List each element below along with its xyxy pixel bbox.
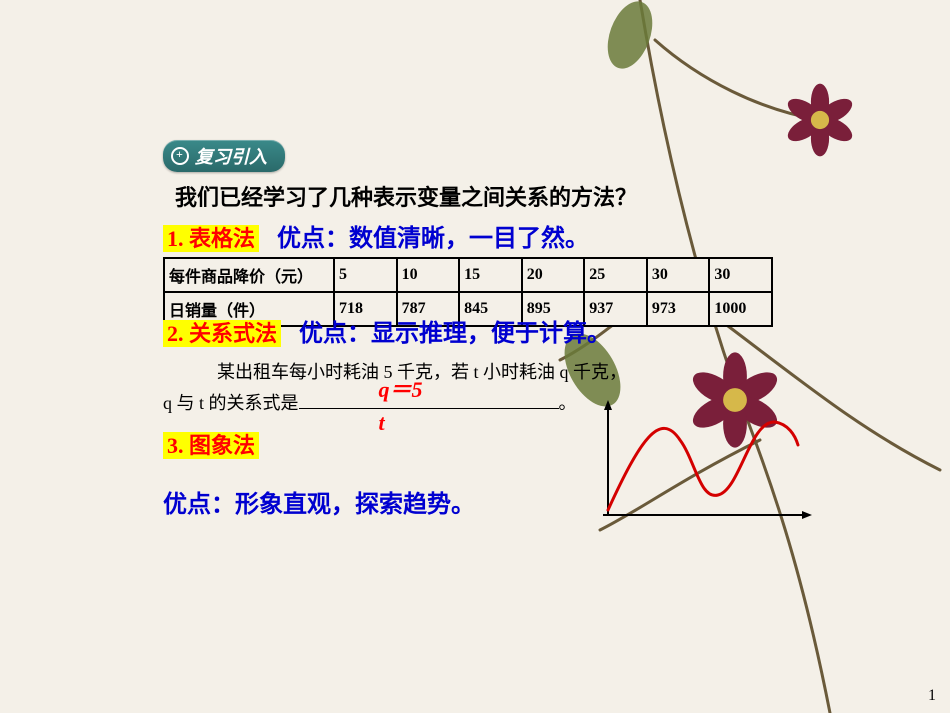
- badge-label: 复习引入: [195, 143, 267, 169]
- row1-header: 每件商品降价（元）: [164, 258, 334, 292]
- trend-curve: [608, 422, 798, 510]
- method-1-title: 1. 表格法: [163, 225, 259, 252]
- x-axis-arrow: [802, 511, 812, 519]
- table-cell: 5: [334, 258, 397, 292]
- trend-graph: [600, 400, 820, 540]
- table-cell: 30: [647, 258, 710, 292]
- y-axis-arrow: [604, 400, 612, 410]
- intro-question: 我们已经学习了几种表示变量之间关系的方法？: [175, 180, 803, 212]
- review-badge: 复习引入: [163, 140, 285, 172]
- method-2-advantage: 优点：显示推理，便于计算。: [299, 321, 611, 347]
- method-1-row: 1. 表格法 优点：数值清晰，一目了然。: [163, 218, 803, 253]
- method-2-row: 2. 关系式法 优点：显示推理，便于计算。: [163, 313, 803, 348]
- formula-denominator: t: [379, 405, 385, 440]
- magnify-icon: [171, 147, 189, 165]
- table-cell: 15: [459, 258, 522, 292]
- method-2-title: 2. 关系式法: [163, 320, 281, 347]
- problem-line-1: 某出租车每小时耗油 5 千克，若 t 小时耗油 q 千克，: [163, 358, 803, 387]
- formula-numerator: q＝5: [379, 379, 423, 401]
- answer-blank: q＝5 t: [299, 387, 559, 409]
- method-1-advantage: 优点：数值清晰，一目了然。: [277, 226, 589, 252]
- table-cell: 30: [709, 258, 772, 292]
- method-3-title: 3. 图象法: [163, 432, 259, 459]
- table-cell: 10: [397, 258, 460, 292]
- table-cell: 25: [584, 258, 647, 292]
- table-row: 每件商品降价（元） 5 10 15 20 25 30 30: [164, 258, 772, 292]
- table-cell: 20: [522, 258, 585, 292]
- page-number: 1: [928, 687, 936, 705]
